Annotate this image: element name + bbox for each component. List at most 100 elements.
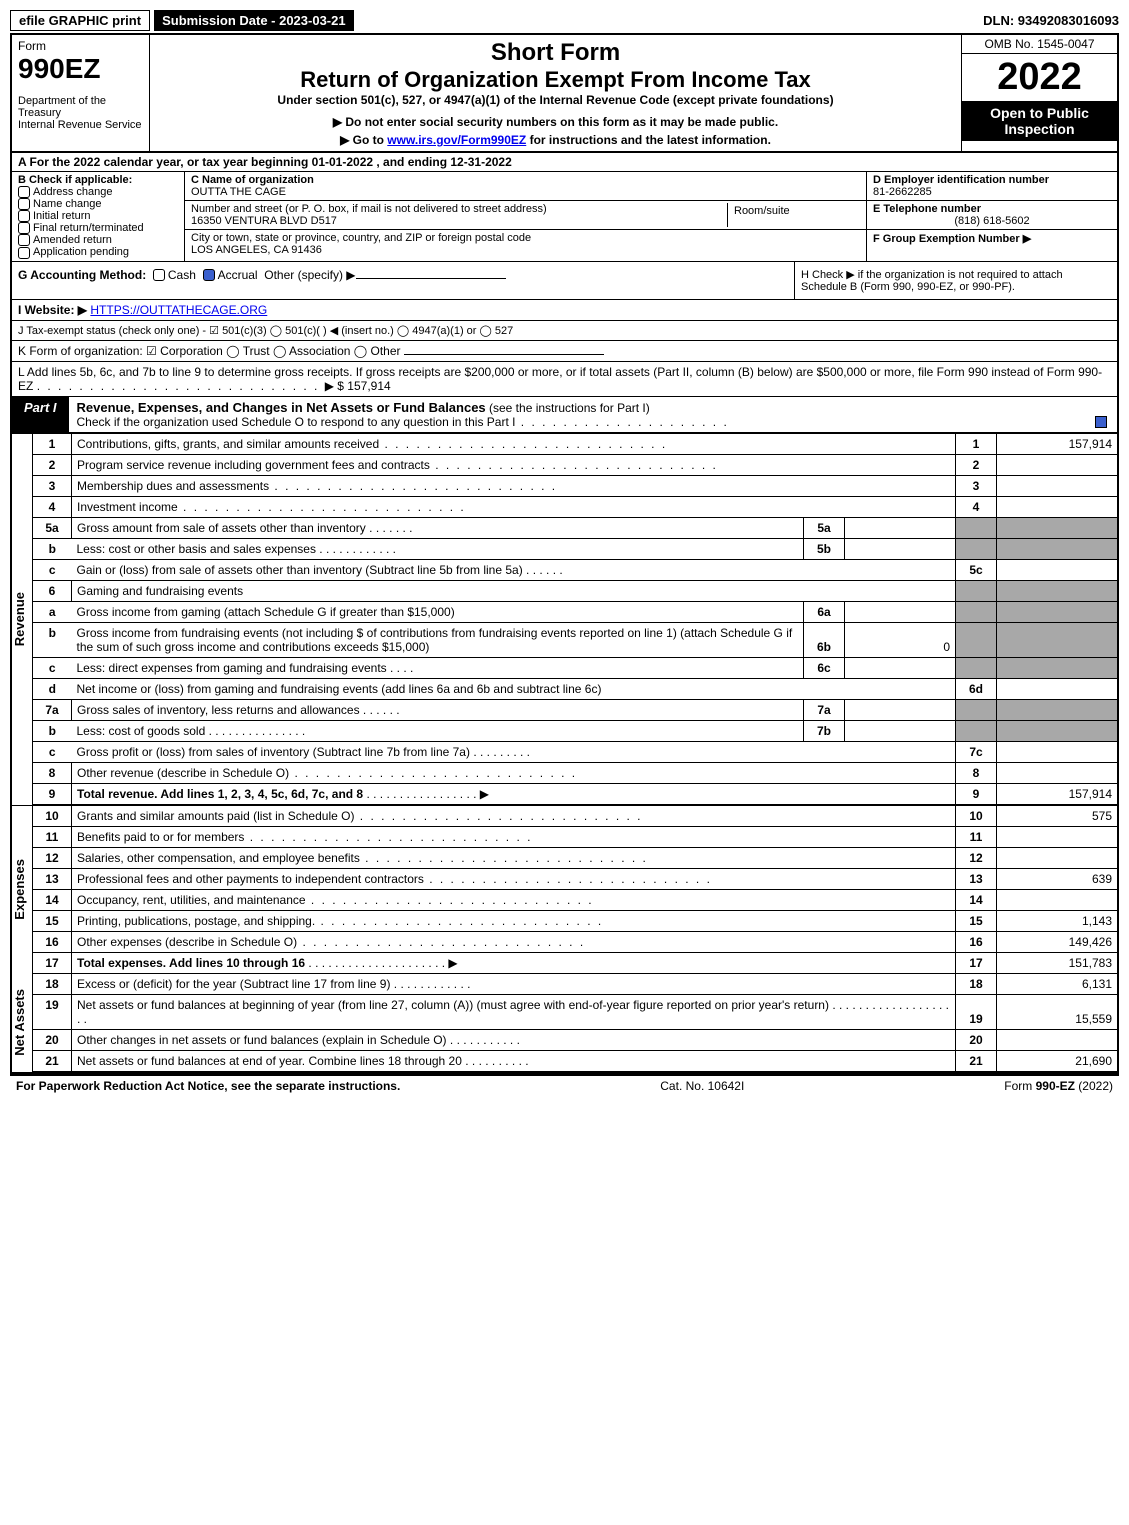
opt-amended-return: Amended return (33, 234, 112, 246)
checkbox-accrual[interactable] (203, 269, 215, 281)
line-16-numcol: 16 (956, 931, 997, 952)
ein-value: 81-2662285 (873, 186, 932, 198)
net-assets-table: 18 Excess or (deficit) for the year (Subt… (33, 974, 1119, 1072)
checkbox-amended-return[interactable] (18, 234, 30, 246)
section-b: B Check if applicable: Address change Na… (12, 172, 185, 261)
line-10-numcol: 10 (956, 806, 997, 827)
org-name-label: C Name of organization (191, 174, 314, 186)
goto-pre: ▶ Go to (340, 133, 387, 147)
line-6d-value (997, 678, 1119, 699)
line-11-num: 11 (33, 826, 72, 847)
line-9-num: 9 (33, 783, 72, 804)
line-15-desc: Printing, publications, postage, and shi… (77, 914, 315, 928)
row-k-form-org: K Form of organization: ☑ Corporation ◯ … (10, 340, 1119, 361)
checkbox-address-change[interactable] (18, 186, 30, 198)
irs-link[interactable]: www.irs.gov/Form990EZ (387, 133, 526, 147)
line-1-numcol: 1 (956, 434, 997, 455)
line-6b-midlbl: 6b (804, 622, 845, 657)
goto-instructions: ▶ Go to www.irs.gov/Form990EZ for instru… (158, 133, 953, 147)
form-ref-bold: 990-EZ (1036, 1079, 1075, 1093)
line-21-numcol: 21 (956, 1050, 997, 1071)
row-l: L Add lines 5b, 6c, and 7b to line 9 to … (10, 361, 1119, 396)
efile-print-button[interactable]: efile GRAPHIC print (10, 10, 150, 31)
city-state-zip: LOS ANGELES, CA 91436 (191, 244, 322, 256)
checkbox-application-pending[interactable] (18, 247, 30, 259)
line-5a-midval (845, 517, 956, 538)
line-8-num: 8 (33, 762, 72, 783)
line-15-value: 1,143 (997, 910, 1119, 931)
line-21-value: 21,690 (997, 1050, 1119, 1071)
under-section: Under section 501(c), 527, or 4947(a)(1)… (158, 93, 953, 107)
line-13-desc: Professional fees and other payments to … (77, 872, 424, 886)
line-20-num: 20 (33, 1029, 72, 1050)
checkbox-initial-return[interactable] (18, 210, 30, 222)
do-not-enter: ▶ Do not enter social security numbers o… (158, 115, 953, 129)
other-specify-field[interactable] (356, 278, 506, 279)
phone-value: (818) 618-5602 (873, 215, 1111, 227)
checkbox-schedule-o[interactable] (1095, 416, 1107, 428)
line-5c-value (997, 559, 1119, 580)
expenses-section: Expenses 10Grants and similar amounts pa… (10, 805, 1119, 974)
line-18-desc: Excess or (deficit) for the year (Subtra… (77, 977, 390, 991)
checkbox-name-change[interactable] (18, 198, 30, 210)
line-21-num: 21 (33, 1050, 72, 1071)
line-13-value: 639 (997, 868, 1119, 889)
line-18-num: 18 (33, 974, 72, 995)
line-12-desc: Salaries, other compensation, and employ… (77, 851, 360, 865)
line-7a-num: 7a (33, 699, 72, 720)
checkbox-cash[interactable] (153, 269, 165, 281)
row-i: I Website: ▶ HTTPS://OUTTATHECAGE.ORG (10, 299, 1119, 320)
line-9-numcol: 9 (956, 783, 997, 804)
line-5c-desc: Gain or (loss) from sale of assets other… (77, 563, 523, 577)
section-de: D Employer identification number 81-2662… (866, 172, 1117, 261)
line-8-numcol: 8 (956, 762, 997, 783)
line-6c-midval (845, 657, 956, 678)
part-1-schedule-o-check: Check if the organization used Schedule … (77, 415, 516, 429)
goto-post: for instructions and the latest informat… (526, 133, 771, 147)
line-5c-num: c (33, 559, 72, 580)
cat-no: Cat. No. 10642I (660, 1079, 744, 1093)
line-6c-desc: Less: direct expenses from gaming and fu… (77, 661, 387, 675)
line-20-desc: Other changes in net assets or fund bala… (77, 1033, 447, 1047)
line-19-num: 19 (33, 994, 72, 1029)
return-title: Return of Organization Exempt From Incom… (158, 67, 953, 93)
net-assets-vertical-label: Net Assets (12, 989, 32, 1056)
section-b-label: B Check if applicable: (18, 174, 132, 186)
line-7c-value (997, 741, 1119, 762)
ein-label: D Employer identification number (873, 174, 1049, 186)
short-form-title: Short Form (158, 39, 953, 67)
line-2-desc: Program service revenue including govern… (77, 458, 430, 472)
submission-date-badge: Submission Date - 2023-03-21 (154, 10, 354, 31)
line-16-value: 149,426 (997, 931, 1119, 952)
line-4-value (997, 496, 1119, 517)
group-exemption-label: F Group Exemption Number ▶ (873, 233, 1031, 245)
line-7c-numcol: 7c (956, 741, 997, 762)
line-9-value: 157,914 (997, 783, 1119, 804)
line-5a-midlbl: 5a (804, 517, 845, 538)
line-12-num: 12 (33, 847, 72, 868)
other-org-field[interactable] (404, 354, 604, 355)
line-14-numcol: 14 (956, 889, 997, 910)
line-14-desc: Occupancy, rent, utilities, and maintena… (77, 893, 306, 907)
opt-other-specify: Other (specify) ▶ (264, 268, 355, 282)
line-16-desc: Other expenses (describe in Schedule O) (77, 935, 297, 949)
line-4-desc: Investment income (77, 500, 178, 514)
row-j-tax-exempt: J Tax-exempt status (check only one) - ☑… (10, 320, 1119, 340)
line-6b-num: b (33, 622, 72, 657)
form-word: Form (18, 39, 143, 53)
line-2-numcol: 2 (956, 454, 997, 475)
revenue-section: Revenue 1Contributions, gifts, grants, a… (10, 434, 1119, 805)
website-link[interactable]: HTTPS://OUTTATHECAGE.ORG (90, 303, 267, 317)
line-13-numcol: 13 (956, 868, 997, 889)
line-1-num: 1 (33, 434, 72, 455)
row-bcde: B Check if applicable: Address change Na… (10, 172, 1119, 262)
line-6-num: 6 (33, 580, 72, 601)
irs-label: Internal Revenue Service (18, 119, 143, 131)
line-5c-numcol: 5c (956, 559, 997, 580)
page-footer: For Paperwork Reduction Act Notice, see … (10, 1074, 1119, 1096)
line-5a-desc: Gross amount from sale of assets other t… (77, 521, 366, 535)
line-7b-desc: Less: cost of goods sold (77, 724, 206, 738)
checkbox-final-return[interactable] (18, 222, 30, 234)
line-10-num: 10 (33, 806, 72, 827)
line-2-value (997, 454, 1119, 475)
